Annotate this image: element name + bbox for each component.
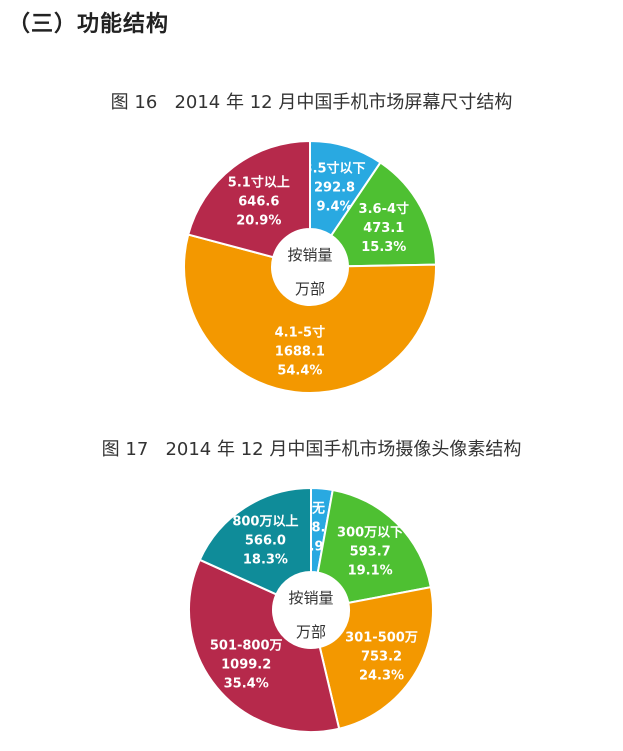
slice-category-label: 5.1寸以上 — [228, 174, 290, 190]
donut-center-label: 万部 — [295, 280, 325, 298]
donut-slice — [188, 558, 341, 733]
slice-category-label: 4.1-5寸 — [275, 324, 325, 340]
donut-slice — [198, 486, 312, 596]
slice-percent-label: 20.9% — [236, 213, 281, 228]
donut-chart-screen-size: 3.5寸以下 292.8 9.4% 3.6-4寸 473.1 15.3% 4.1-5寸 168… — [183, 139, 437, 394]
donut-slice — [318, 585, 434, 730]
donut-slice — [187, 139, 311, 259]
slice-percent-label: 9.4% — [317, 200, 353, 215]
chart-title-camera-pixels: 图 17 2014 年 12 月中国手机市场摄像头像素结构 — [101, 439, 522, 460]
donut-chart-camera-pixels: 无88.52.9%300万以下593.719.1%301-500万753.224… — [188, 486, 434, 733]
donut-slice — [329, 161, 437, 268]
donut-slice — [183, 233, 437, 394]
slice-value-label: 753.2 — [361, 650, 402, 665]
donut-center-label: 万部 — [296, 623, 326, 641]
slice-percent-label: 35.4% — [224, 676, 269, 691]
slice-category-label: 无 — [311, 501, 325, 516]
slice-value-label: 1688.1 — [275, 344, 325, 359]
slice-value-label: 1099.2 — [221, 657, 271, 672]
slice-value-label: 646.6 — [238, 194, 279, 209]
chart-title-screen-size: 图 16 2014 年 12 月中国手机市场屏幕尺寸结构 — [110, 92, 513, 113]
slice-value-label: 292.8 — [314, 181, 355, 196]
donut-center-label: 按销量 — [287, 246, 332, 264]
slice-percent-label: 54.4% — [277, 363, 322, 378]
slice-percent-label: 19.1% — [348, 563, 393, 578]
slice-category-label: 800万以上 — [232, 514, 298, 529]
slice-percent-label: 15.3% — [361, 240, 406, 255]
slice-category-label: 501-800万 — [210, 638, 283, 653]
slice-percent-label: 24.3% — [359, 669, 404, 684]
slice-value-label: 593.7 — [350, 544, 391, 559]
slice-category-label: 300万以下 — [337, 525, 403, 540]
donut-center-label: 按销量 — [288, 589, 333, 607]
slice-value-label: 473.1 — [363, 221, 404, 236]
section-heading: （三）功能结构 — [8, 12, 170, 37]
slice-value-label: 566.0 — [245, 533, 286, 548]
slice-percent-label: 18.3% — [243, 552, 288, 567]
slice-category-label: 3.6-4寸 — [359, 201, 409, 217]
slice-category-label: 3.5寸以下 — [304, 161, 366, 177]
slice-category-label: 301-500万 — [345, 631, 418, 646]
donut-slice — [316, 488, 433, 605]
